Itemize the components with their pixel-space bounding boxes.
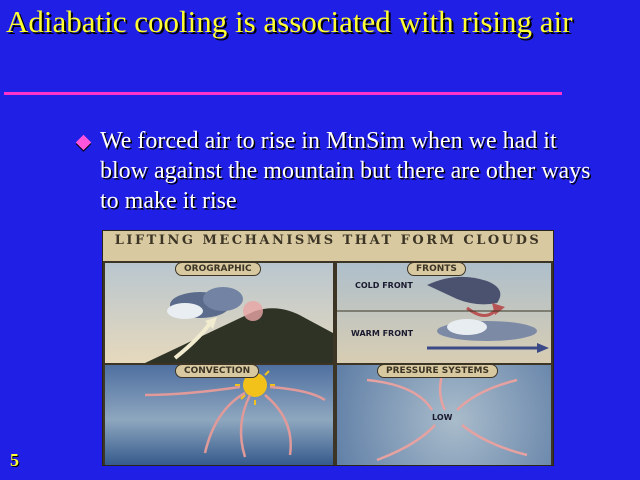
wind-arrow (173, 321, 212, 360)
warm-front-label: WARM FRONT (351, 329, 414, 338)
orographic-label: OROGRAPHIC (175, 263, 261, 276)
bullet-diamond-icon (75, 134, 92, 151)
convection-illustration (144, 365, 326, 458)
cold-front-label: COLD FRONT (355, 281, 413, 290)
fronts-label: FRONTS (407, 263, 466, 276)
bullet-item: We forced air to rise in MtnSim when we … (75, 126, 598, 216)
title-underline (4, 92, 562, 95)
slide-number: 5 (10, 450, 19, 470)
figure-title: LIFTING MECHANISMS THAT FORM CLOUDS (114, 233, 542, 248)
convection-label: CONVECTION (175, 365, 260, 378)
bullet-text: We forced air to rise in MtnSim when we … (100, 128, 591, 214)
slide-title: Adiabatic cooling is associated with ris… (6, 4, 573, 39)
lifting-mechanisms-figure: LIFTING MECHANISMS THAT FORM CLOUDS OROG… (102, 230, 554, 466)
pressure-illustration (366, 374, 528, 462)
orographic-panel: OROGRAPHIC (103, 261, 335, 365)
fronts-illustration (337, 276, 551, 353)
mountain-shape (145, 308, 333, 363)
cold-front-cloud (427, 276, 501, 305)
pressure-systems-panel: PRESSURE SYSTEMS LOW (335, 363, 553, 465)
orographic-illustration (145, 287, 333, 363)
fronts-panel: FRONTS COLD FRONT WARM FRONT (335, 261, 553, 365)
low-pressure-label: LOW (432, 413, 453, 422)
sun-glow (243, 301, 263, 321)
convection-panel: CONVECTION (103, 363, 335, 465)
pressure-systems-label: PRESSURE SYSTEMS (377, 365, 498, 378)
sun-icon (243, 373, 267, 397)
